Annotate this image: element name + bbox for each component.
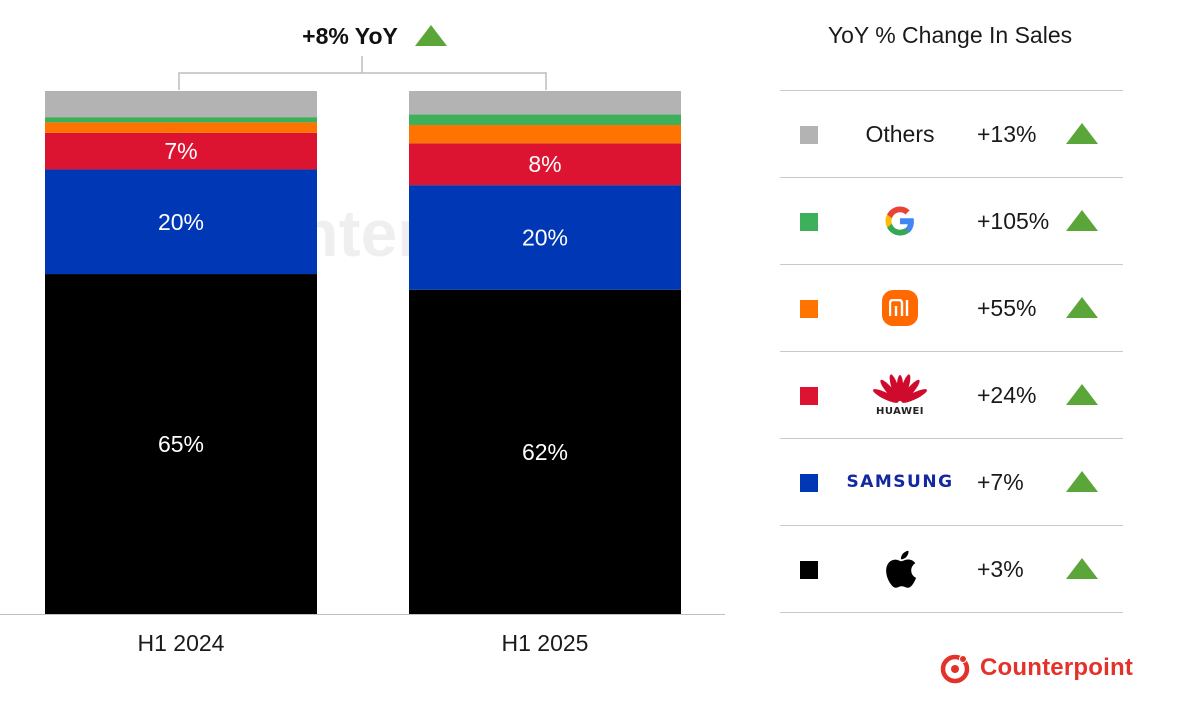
legend-change-value: +105% [977,207,1050,234]
data-label-huawei-0: 7% [164,138,197,164]
x-tick-label-0: H1 2024 [138,630,225,656]
yoy-annotation-text: +8% YoY [302,23,398,49]
legend-brand: Others [850,91,950,177]
bar-segment-xiaomi-1 [409,124,681,144]
data-label-huawei-1: 8% [528,151,561,177]
legend-change-value: +13% [977,120,1037,147]
xiaomi-logo-icon [882,290,918,326]
up-arrow-icon [1066,471,1098,493]
legend-row-apple: +3% [780,526,1123,613]
yoy-bracket [178,56,547,90]
data-label-samsung-0: 20% [158,209,204,235]
counterpoint-logo-icon [940,654,970,684]
x-tick-label-1: H1 2025 [502,630,589,656]
google-logo-icon [885,206,914,236]
samsung-wordmark: SAMSUNG [846,472,954,492]
bar-segment-huawei-0 [45,132,317,170]
legend-change-value: +24% [977,381,1037,408]
brand-label: HUAWEI [875,406,925,417]
yoy-annotation: +8% YoY [178,23,547,90]
bar-segment-others-0 [45,91,317,118]
bar-segment-samsung-0 [45,169,317,275]
bar-segment-huawei-1 [409,143,681,186]
data-label-samsung-1: 20% [522,224,568,250]
huawei-logo-icon [872,374,928,403]
bar-segment-xiaomi-0 [45,122,317,133]
legend-title: YoY % Change In Sales [827,22,1073,48]
bar-segment-google-0 [45,117,317,123]
legend-row-google: +105% [780,178,1123,265]
legend-row-xiaomi: +55% [780,265,1123,352]
up-arrow-icon [1066,123,1098,145]
counterpoint-logo-text: Counterpoint [980,654,1134,681]
legend-row-huawei: HUAWEI +24% [780,352,1123,439]
legend-brand [850,526,950,612]
bar-segment-google-1 [409,114,681,125]
legend-table: Others +13% +105% +55% HUAWEI +24% SAMSUNG +7% +… [780,90,1123,613]
bar-segment-others-1 [409,91,681,115]
legend-change-value: +3% [977,555,1024,582]
yoy-up-arrow-icon [415,25,447,46]
legend-swatch [800,387,818,405]
legend-row-others: Others +13% [780,91,1123,178]
legend-swatch [800,474,818,492]
legend-change-value: +7% [977,468,1024,495]
legend-row-samsung: SAMSUNG +7% [780,439,1123,526]
apple-logo-icon [886,550,916,588]
up-arrow-icon [1066,297,1098,319]
bar-segment-samsung-1 [409,185,681,290]
up-arrow-icon [1066,210,1098,232]
brand-label: Others [865,120,935,147]
huawei-logo: HUAWEI [872,373,928,417]
legend-swatch [800,213,818,231]
legend-swatch [800,561,818,579]
legend-swatch [800,300,818,318]
data-label-apple-1: 62% [522,439,568,465]
data-label-apple-0: 65% [158,431,204,457]
bar-segment-apple-0 [45,274,317,614]
up-arrow-icon [1066,558,1098,580]
legend-brand: HUAWEI [850,352,950,438]
legend-brand [850,265,950,351]
stacked-bar-chart: +8% YoY Counterpoint 65%20%7%62%20%8% H1… [0,23,725,656]
legend-swatch [800,126,818,144]
legend-change-value: +55% [977,294,1037,321]
bar-segment-apple-1 [409,289,681,614]
counterpoint-logo: Counterpoint [938,648,1133,688]
up-arrow-icon [1066,384,1098,406]
legend-brand: SAMSUNG [846,439,952,525]
legend-brand [850,178,950,264]
